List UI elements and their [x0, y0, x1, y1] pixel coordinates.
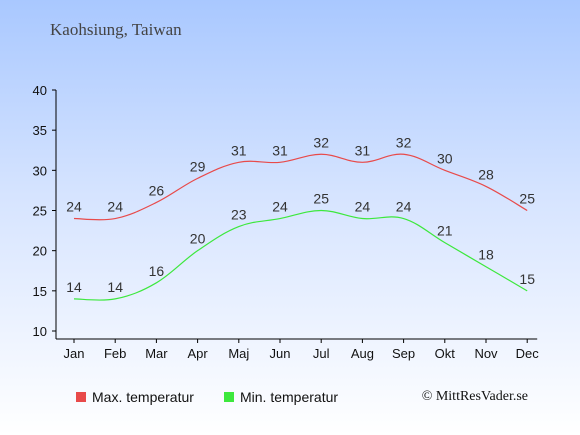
- x-tick-label: Feb: [104, 346, 126, 361]
- copyright-notice: © MittResVader.se: [421, 389, 528, 404]
- x-tick-label: Dec: [516, 346, 540, 361]
- data-label-min: 15: [519, 271, 535, 287]
- x-tick-label: Jun: [270, 346, 291, 361]
- data-label-min: 16: [149, 263, 165, 279]
- data-label-max: 31: [272, 142, 288, 158]
- data-label-max: 30: [437, 150, 453, 166]
- legend-swatch-min: [224, 392, 234, 402]
- chart-title: Kaohsiung, Taiwan: [50, 20, 182, 39]
- data-label-min: 18: [478, 247, 494, 263]
- legend-label-min: Min. temperatur: [240, 389, 339, 405]
- x-tick-label: Sep: [392, 346, 415, 361]
- data-label-max: 28: [478, 166, 494, 182]
- x-tick-label: Mar: [145, 346, 168, 361]
- data-label-max: 32: [396, 134, 412, 150]
- legend-swatch-max: [76, 392, 86, 402]
- x-tick-label: Okt: [435, 346, 456, 361]
- data-label-max: 24: [107, 199, 123, 215]
- x-tick-label: Nov: [474, 346, 498, 361]
- data-label-max: 31: [231, 142, 247, 158]
- data-label-max: 31: [355, 142, 371, 158]
- x-tick-label: Maj: [228, 346, 249, 361]
- data-label-min: 20: [190, 231, 206, 247]
- data-label-min: 21: [437, 223, 453, 239]
- series-lines: [73, 153, 528, 301]
- y-tick-label: 10: [33, 324, 47, 339]
- data-label-max: 24: [66, 199, 82, 215]
- x-tick-label: Aug: [351, 346, 374, 361]
- y-tick-label: 30: [33, 163, 47, 178]
- chart-axes: 10 15 20 25 30 35 40 Jan Feb Mar Apr Maj Jun Jul Aug Se…: [33, 83, 540, 361]
- series-line-min: [73, 209, 528, 301]
- data-label-max: 25: [519, 191, 535, 207]
- data-label-min: 24: [355, 199, 371, 215]
- y-tick-label: 25: [33, 204, 47, 219]
- y-tick-label: 15: [33, 284, 47, 299]
- data-labels: 24 24 26 29 31 31 32 31 32 30 28 25 14 14 16 20 23 24 25 24…: [66, 134, 535, 295]
- data-label-min: 25: [313, 191, 329, 207]
- legend: Max. temperatur Min. temperatur: [76, 389, 536, 409]
- y-tick-label: 35: [33, 123, 47, 138]
- data-label-min: 24: [272, 199, 288, 215]
- x-tick-label: Apr: [187, 346, 208, 361]
- data-label-min: 14: [107, 279, 123, 295]
- data-label-min: 24: [396, 199, 412, 215]
- series-line-max: [73, 153, 528, 221]
- data-label-max: 29: [190, 158, 206, 174]
- y-tick-label: 20: [33, 244, 47, 259]
- data-label-max: 26: [149, 182, 165, 198]
- x-tick-label: Jul: [313, 346, 330, 361]
- legend-item-max: Max. temperatur: [76, 389, 194, 405]
- data-label-min: 14: [66, 279, 82, 295]
- y-tick-label: 40: [33, 83, 47, 98]
- legend-label-max: Max. temperatur: [92, 389, 194, 405]
- data-label-max: 32: [313, 134, 329, 150]
- legend-item-min: Min. temperatur: [224, 389, 338, 405]
- data-label-min: 23: [231, 207, 247, 223]
- x-tick-label: Jan: [64, 346, 85, 361]
